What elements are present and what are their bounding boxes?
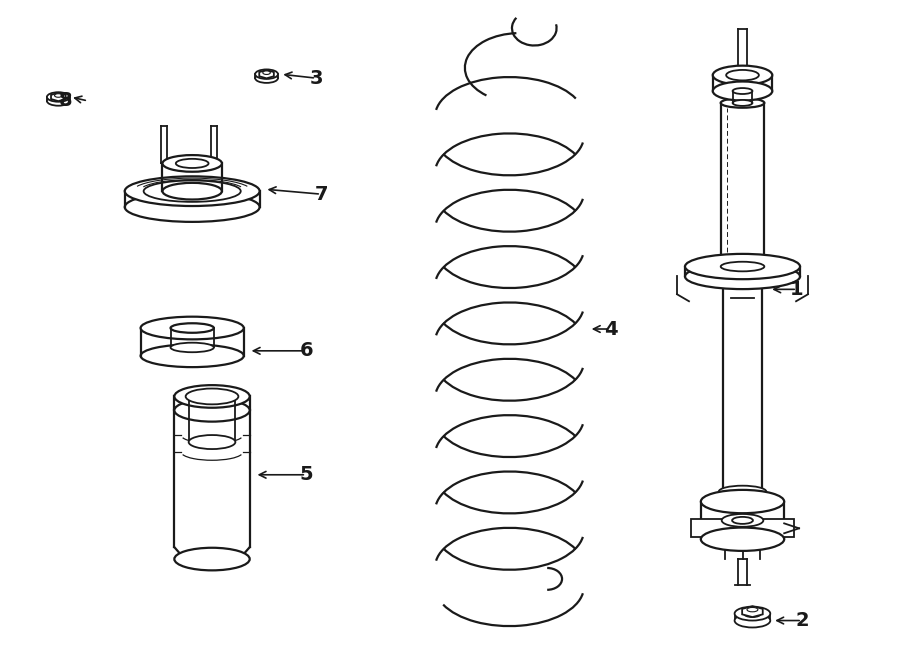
Text: 3: 3 xyxy=(310,69,323,88)
Ellipse shape xyxy=(721,262,764,272)
Ellipse shape xyxy=(162,155,222,172)
Ellipse shape xyxy=(256,69,278,79)
Ellipse shape xyxy=(685,254,800,279)
Text: 6: 6 xyxy=(300,341,313,360)
Ellipse shape xyxy=(701,527,784,551)
Ellipse shape xyxy=(713,81,772,100)
Polygon shape xyxy=(51,93,66,101)
Ellipse shape xyxy=(175,548,249,570)
Ellipse shape xyxy=(140,317,244,339)
Ellipse shape xyxy=(685,264,800,289)
Ellipse shape xyxy=(744,610,760,617)
Ellipse shape xyxy=(747,607,758,612)
Ellipse shape xyxy=(175,399,249,422)
Ellipse shape xyxy=(726,70,759,81)
Polygon shape xyxy=(742,606,762,617)
Ellipse shape xyxy=(189,435,236,449)
Text: 2: 2 xyxy=(796,611,809,630)
Ellipse shape xyxy=(713,65,772,85)
Text: 1: 1 xyxy=(790,280,804,299)
Ellipse shape xyxy=(722,514,763,527)
Ellipse shape xyxy=(734,613,770,627)
Ellipse shape xyxy=(185,389,238,405)
Ellipse shape xyxy=(176,159,209,168)
Ellipse shape xyxy=(47,97,69,106)
Ellipse shape xyxy=(263,71,270,75)
Polygon shape xyxy=(259,70,274,79)
Ellipse shape xyxy=(162,183,222,200)
Ellipse shape xyxy=(701,490,784,513)
Ellipse shape xyxy=(719,486,766,498)
Ellipse shape xyxy=(723,270,762,282)
Ellipse shape xyxy=(733,100,752,106)
Ellipse shape xyxy=(256,73,278,83)
Ellipse shape xyxy=(125,176,259,206)
Ellipse shape xyxy=(175,385,249,408)
Ellipse shape xyxy=(721,98,764,108)
Ellipse shape xyxy=(144,180,240,202)
Text: 5: 5 xyxy=(300,465,313,485)
Ellipse shape xyxy=(170,342,214,352)
Ellipse shape xyxy=(719,494,766,506)
Text: 4: 4 xyxy=(604,319,617,338)
Text: 7: 7 xyxy=(314,184,328,204)
Ellipse shape xyxy=(47,93,69,102)
Ellipse shape xyxy=(140,344,244,367)
Ellipse shape xyxy=(721,262,764,272)
Text: 8: 8 xyxy=(58,91,72,110)
Ellipse shape xyxy=(734,607,770,621)
Ellipse shape xyxy=(170,323,214,332)
Ellipse shape xyxy=(55,94,62,97)
Ellipse shape xyxy=(733,88,752,94)
Polygon shape xyxy=(691,520,794,537)
Ellipse shape xyxy=(732,517,753,524)
Ellipse shape xyxy=(125,192,259,222)
